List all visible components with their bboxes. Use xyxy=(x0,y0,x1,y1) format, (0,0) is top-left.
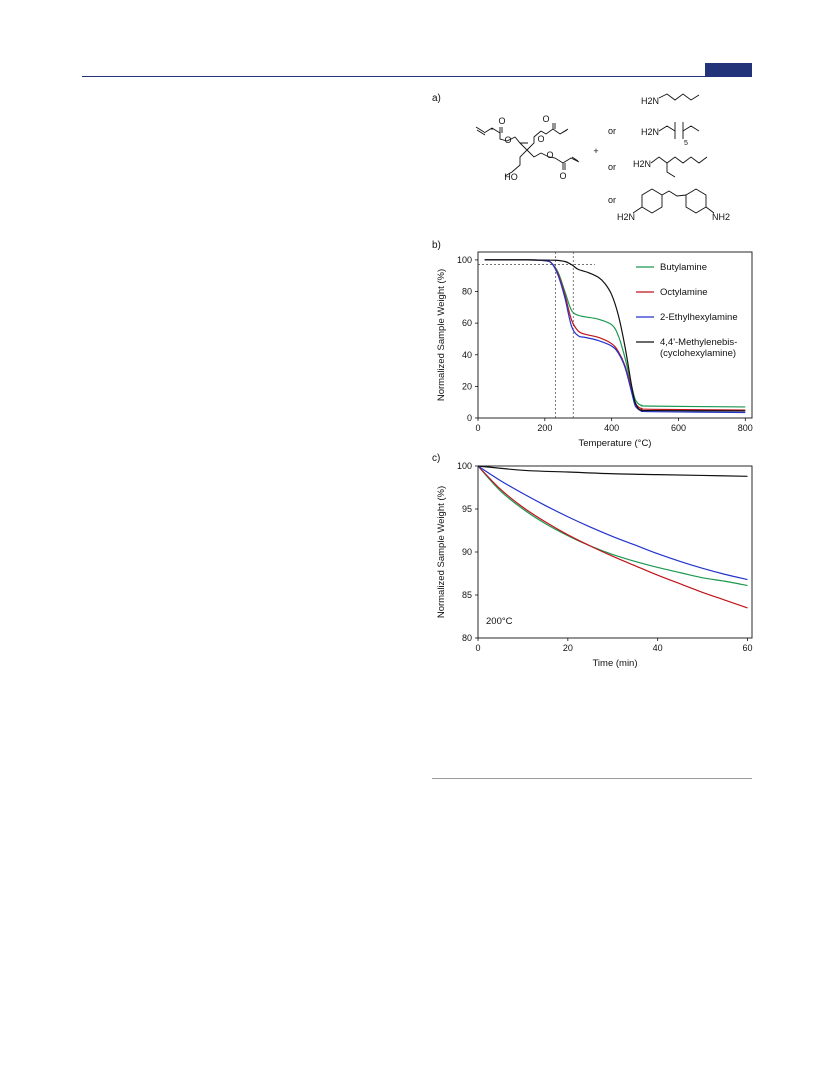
y-tick-label: 20 xyxy=(462,381,472,391)
legend-label-2: 2-Ethylhexylamine xyxy=(660,312,738,323)
y-tick-label: 80 xyxy=(462,287,472,297)
x-tick-label: 0 xyxy=(475,643,480,653)
core-bonds xyxy=(511,130,542,173)
x-tick-label: 20 xyxy=(563,643,573,653)
atom-o3: O xyxy=(542,114,549,124)
or-label-1: or xyxy=(608,126,616,136)
butylamine-bonds xyxy=(658,93,700,101)
atom-o6: O xyxy=(559,171,566,181)
legend-label-3: 4,4'-Methylenebis- xyxy=(660,337,737,348)
hydroxymethyl-bonds xyxy=(504,171,513,177)
mbcha-nh2-left: H2N xyxy=(617,212,635,222)
x-tick-label: 40 xyxy=(653,643,663,653)
atom-ho: HO xyxy=(504,172,518,182)
y-tick-label: 100 xyxy=(457,255,472,265)
atom-o1: O xyxy=(498,116,505,126)
acrylate-arm-top-bonds xyxy=(540,123,569,135)
plus-sign: + xyxy=(593,146,598,156)
y-tick-label: 0 xyxy=(467,413,472,423)
x-tick-label: 0 xyxy=(475,423,480,433)
butylamine-nh2: H2N xyxy=(641,96,659,106)
octylamine-nh2: H2N xyxy=(641,127,659,137)
y-tick-label: 80 xyxy=(462,633,472,643)
atom-o5: O xyxy=(546,150,553,160)
series-line-1 xyxy=(477,465,748,609)
atom-o4: O xyxy=(537,134,544,144)
octylamine-bonds xyxy=(658,122,700,139)
y-axis-title: Normalized Sample Weight (%) xyxy=(436,486,447,618)
acrylate-arm-left-bonds xyxy=(483,127,528,144)
x-tick-label: 60 xyxy=(743,643,753,653)
y-tick-label: 95 xyxy=(462,504,472,514)
y-tick-label: 100 xyxy=(457,461,472,471)
plot-frame xyxy=(477,251,753,419)
header-rule xyxy=(82,76,752,77)
y-tick-label: 90 xyxy=(462,547,472,557)
panel-label-c: c) xyxy=(432,453,441,464)
or-label-2: or xyxy=(608,162,616,172)
mbcha-nh2-right: NH2 xyxy=(712,212,730,222)
figure-bottom-rule xyxy=(432,778,752,779)
x-tick-label: 200 xyxy=(537,423,552,433)
mbcha-link-bonds xyxy=(632,190,715,214)
y-tick-label: 40 xyxy=(462,350,472,360)
series-line-3 xyxy=(484,259,746,412)
x-tick-label: 400 xyxy=(604,423,619,433)
vinyl-left-bonds xyxy=(475,126,486,136)
or-label-3: or xyxy=(608,195,616,205)
y-axis-title: Normalized Sample Weight (%) xyxy=(436,269,447,401)
x-axis-title: Temperature (°C) xyxy=(579,438,652,449)
header-tab xyxy=(705,63,752,76)
series-line-2 xyxy=(477,465,748,581)
series-line-0 xyxy=(477,465,748,587)
legend-label-0: Butylamine xyxy=(660,262,707,273)
ethylhexylamine-bonds xyxy=(650,156,708,178)
x-tick-label: 800 xyxy=(738,423,753,433)
x-tick-label: 600 xyxy=(671,423,686,433)
ethylhexylamine-nh2: H2N xyxy=(633,159,651,169)
octylamine-repeat-count: 5 xyxy=(684,140,688,147)
legend-label-3: (cyclohexylamine) xyxy=(660,348,736,359)
acrylate-arm-right-bonds xyxy=(540,152,580,170)
chart-annotation: 200°C xyxy=(486,616,513,627)
y-tick-label: 60 xyxy=(462,318,472,328)
series-line-3 xyxy=(477,465,748,477)
y-tick-label: 85 xyxy=(462,590,472,600)
legend-label-1: Octylamine xyxy=(660,287,708,298)
atom-o2: O xyxy=(504,135,511,145)
panel-label-b: b) xyxy=(432,240,441,251)
x-axis-title: Time (min) xyxy=(592,658,637,669)
panel-label-a: a) xyxy=(432,93,441,104)
